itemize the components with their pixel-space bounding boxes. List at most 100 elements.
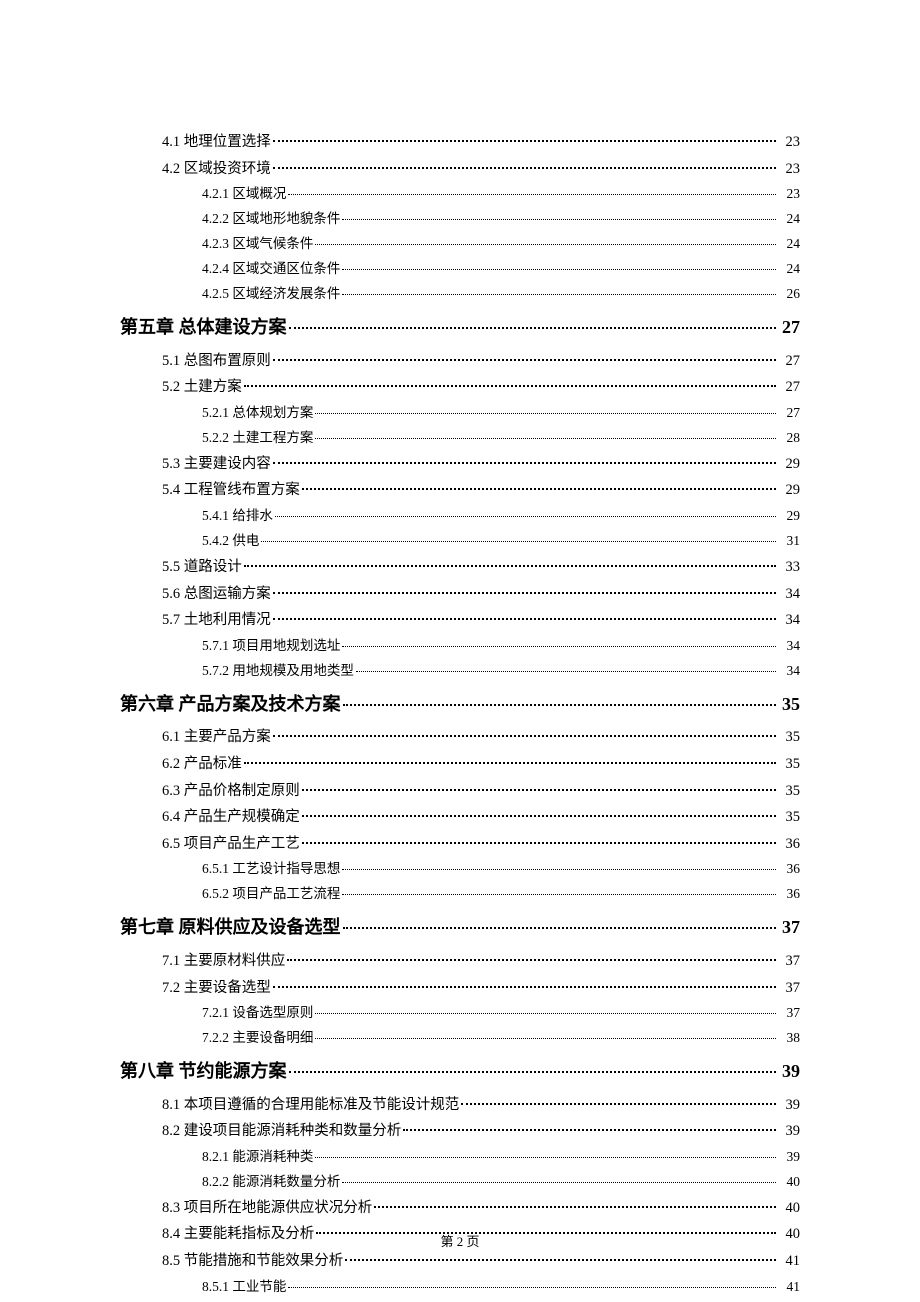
toc-entry-page: 34	[778, 582, 800, 607]
toc-entry-page: 27	[778, 402, 800, 425]
toc-leader	[288, 1277, 776, 1291]
toc-entry: 4.2.4 区域交通区位条件24	[202, 258, 800, 281]
toc-entry-page: 35	[778, 779, 800, 804]
toc-leader	[343, 915, 777, 933]
toc-entry: 6.5 项目产品生产工艺 36	[162, 832, 800, 857]
toc-entry-label: 5.5 道路设计	[162, 555, 242, 580]
toc-entry: 5.2 土建方案27	[162, 375, 800, 400]
toc-entry-label: 第八章 节约能源方案	[120, 1056, 287, 1087]
toc-entry: 5.5 道路设计33	[162, 555, 800, 580]
toc-entry-page: 36	[778, 883, 800, 906]
toc-entry-page: 41	[778, 1249, 800, 1274]
toc-entry: 4.2.5 区域经济发展条件 26	[202, 283, 800, 306]
toc-entry-page: 31	[778, 530, 800, 553]
toc-entry-page: 39	[778, 1146, 800, 1169]
toc-entry: 5.2.2 土建工程方案 28	[202, 427, 800, 450]
toc-entry: 6.4 产品生产规模确定35	[162, 805, 800, 830]
toc-entry-page: 27	[778, 349, 800, 374]
toc-entry-label: 6.5.1 工艺设计指导思想	[202, 858, 340, 881]
toc-leader	[374, 1197, 776, 1212]
toc-leader	[244, 556, 776, 571]
toc-entry-page: 36	[778, 858, 800, 881]
toc-entry-page: 26	[778, 283, 800, 306]
toc-entry-label: 8.2 建设项目能源消耗种类和数量分析	[162, 1119, 401, 1144]
toc-entry-label: 4.2.1 区域概况	[202, 183, 286, 206]
toc-entry: 8.2 建设项目能源消耗种类和数量分析39	[162, 1119, 800, 1144]
toc-entry: 5.4 工程管线布置方案29	[162, 478, 800, 503]
toc-leader	[273, 158, 776, 173]
toc-leader	[244, 377, 776, 392]
toc-entry-page: 27	[778, 375, 800, 400]
toc-entry: 第八章 节约能源方案 39	[120, 1056, 800, 1087]
toc-entry-page: 39	[778, 1093, 800, 1118]
toc-entry-page: 35	[778, 752, 800, 777]
toc-entry: 7.2.1 设备选型原则 37	[202, 1002, 800, 1025]
toc-entry-label: 5.7.1 项目用地规划选址	[202, 635, 340, 658]
toc-entry-label: 6.1 主要产品方案	[162, 725, 271, 750]
toc-leader	[342, 285, 776, 299]
toc-entry-label: 4.2.3 区域气候条件	[202, 233, 313, 256]
toc-entry-page: 29	[778, 452, 800, 477]
toc-leader	[315, 428, 776, 442]
toc-leader	[275, 507, 776, 521]
toc-entry: 8.2.1 能源消耗种类 39	[202, 1146, 800, 1169]
toc-entry-page: 36	[778, 832, 800, 857]
toc-leader	[342, 210, 776, 224]
toc-entry: 8.3 项目所在地能源供应状况分析40	[162, 1196, 800, 1221]
toc-leader	[302, 480, 776, 495]
toc-leader	[315, 1029, 776, 1043]
toc-entry-page: 28	[778, 427, 800, 450]
toc-entry-page: 24	[778, 258, 800, 281]
toc-entry-page: 40	[778, 1196, 800, 1221]
toc-leader	[273, 583, 776, 598]
toc-entry-page: 34	[778, 608, 800, 633]
page-footer: 第 2 页	[0, 1231, 920, 1250]
toc-leader	[302, 780, 776, 795]
toc-entry: 4.2.2 区域地形地貌条件24	[202, 208, 800, 231]
toc-entry-label: 7.2.1 设备选型原则	[202, 1002, 313, 1025]
toc-entry-page: 40	[778, 1171, 800, 1194]
toc-entry: 4.1 地理位置选择 23	[162, 130, 800, 155]
toc-leader	[315, 1004, 776, 1018]
toc-entry-page: 23	[778, 183, 800, 206]
toc-entry: 第七章 原料供应及设备选型37	[120, 912, 800, 943]
toc-entry: 8.1 本项目遵循的合理用能标准及节能设计规范39	[162, 1093, 800, 1118]
toc-leader	[273, 350, 776, 365]
toc-entry-page: 29	[778, 505, 800, 528]
toc-entry: 5.7 土地利用情况34	[162, 608, 800, 633]
toc-leader	[315, 403, 776, 417]
toc-leader	[345, 1251, 776, 1266]
toc-entry-page: 23	[778, 130, 800, 155]
toc-entry: 6.5.2 项目产品工艺流程36	[202, 883, 800, 906]
toc-leader	[403, 1121, 776, 1136]
toc-entry: 8.2.2 能源消耗数量分析40	[202, 1171, 800, 1194]
toc-entry-page: 35	[778, 689, 800, 720]
toc-entry-label: 第六章 产品方案及技术方案	[120, 689, 341, 720]
toc-entry: 8.5.1 工业节能41	[202, 1276, 800, 1299]
toc-entry: 5.7.2 用地规模及用地类型34	[202, 660, 800, 683]
toc-leader	[302, 807, 776, 822]
toc-entry-label: 5.4 工程管线布置方案	[162, 478, 300, 503]
toc-entry-label: 7.2 主要设备选型	[162, 976, 271, 1001]
toc-entry-label: 4.1 地理位置选择	[162, 130, 271, 155]
toc-entry-page: 37	[778, 1002, 800, 1025]
toc-entry-label: 5.4.2 供电	[202, 530, 259, 553]
toc-leader	[342, 260, 776, 274]
toc-entry-label: 4.2.5 区域经济发展条件	[202, 283, 340, 306]
toc-entry-label: 5.1 总图布置原则	[162, 349, 271, 374]
toc-entry: 6.5.1 工艺设计指导思想 36	[202, 858, 800, 881]
toc-entry-label: 第五章 总体建设方案	[120, 312, 287, 343]
toc-entry-label: 8.5 节能措施和节能效果分析	[162, 1249, 343, 1274]
toc-entry-label: 5.7.2 用地规模及用地类型	[202, 660, 354, 683]
toc-entry-label: 6.5 项目产品生产工艺	[162, 832, 300, 857]
toc-entry-page: 39	[778, 1056, 800, 1087]
toc-entry-label: 8.2.1 能源消耗种类	[202, 1146, 313, 1169]
toc-leader	[273, 453, 776, 468]
toc-entry-label: 5.2.2 土建工程方案	[202, 427, 313, 450]
toc-entry-page: 34	[778, 635, 800, 658]
toc-entry-label: 6.2 产品标准	[162, 752, 242, 777]
toc-entry: 6.1 主要产品方案35	[162, 725, 800, 750]
toc-entry-label: 第七章 原料供应及设备选型	[120, 912, 341, 943]
toc-entry-label: 5.2.1 总体规划方案	[202, 402, 313, 425]
toc-entry-label: 7.1 主要原材料供应	[162, 949, 285, 974]
